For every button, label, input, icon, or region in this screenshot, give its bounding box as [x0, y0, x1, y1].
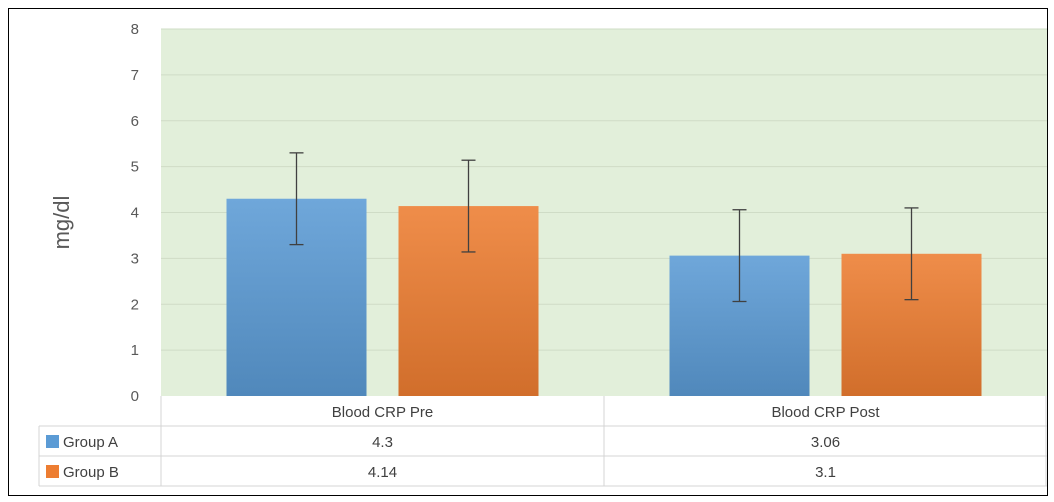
y-axis-label: mg/dl [49, 196, 74, 250]
y-tick-label: 5 [131, 159, 139, 176]
error-bars [289, 152, 919, 303]
data-table-value: 3.06 [811, 434, 840, 451]
y-tick-label: 3 [131, 250, 139, 267]
y-tick-label: 7 [131, 67, 139, 84]
y-tick-label: 2 [131, 296, 139, 313]
data-table-value: 4.3 [372, 434, 393, 451]
category-label: Blood CRP Post [771, 404, 880, 421]
y-tick-label: 8 [131, 21, 139, 38]
y-tick-label: 0 [131, 388, 139, 405]
y-tick-label: 4 [131, 205, 139, 222]
legend-swatch [46, 465, 59, 478]
data-table-value: 3.1 [815, 464, 836, 481]
legend-label: Group A [63, 434, 118, 451]
bars [226, 198, 982, 396]
y-tick-label: 6 [131, 113, 139, 130]
category-label: Blood CRP Pre [332, 404, 433, 421]
legend-swatch [46, 435, 59, 448]
y-tick-label: 1 [131, 342, 139, 359]
y-axis-ticks: 0 1 2 3 4 5 6 7 8 [131, 21, 139, 405]
data-table-value: 4.14 [368, 464, 397, 481]
legend-label: Group B [63, 464, 119, 481]
data-table: Blood CRP Pre Blood CRP Post Group A 4.3 3.0… [38, 396, 1047, 487]
